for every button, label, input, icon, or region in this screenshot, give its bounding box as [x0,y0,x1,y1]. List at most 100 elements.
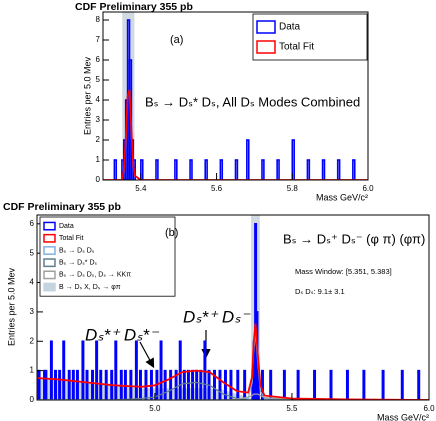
histogram-bar [159,340,163,400]
chart-title: CDF Preliminary 355 pb [75,1,193,13]
x-tick-label: 6.0 [423,404,435,413]
y-tick-label: 2 [30,336,35,345]
y-tick-label: 6 [30,219,35,228]
histogram-bar [75,369,79,400]
annotation: Dₛ*⁺ Dₛ⁻ [183,307,252,326]
annotation: Dₛ Dₛ: 9.1± 3.1 [295,287,345,296]
legend-label: Total Fit [59,235,84,242]
annotation: Mass Window: [5.351, 5.383] [295,267,392,276]
x-axis-label: Mass GeV/c² [316,192,368,202]
annotation: Bₛ → Dₛ⁺ Dₛ⁻ (φ π) (φπ) [283,231,425,246]
legend-swatch [43,282,56,292]
histogram-bar [54,369,57,400]
histogram-bar [58,369,62,400]
histogram-bar [400,369,404,400]
histogram-bar [178,340,182,400]
annotation: Bₛ → Dₛ* Dₛ, All Dₛ Modes Combined [145,94,360,109]
histogram-bar [186,369,190,400]
y-tick-label: 8 [96,15,101,24]
fit-curve [37,381,429,400]
histogram-bar [219,159,224,180]
x-tick-label: 5.6 [211,184,223,193]
histogram-bar [174,159,178,180]
y-tick-label: 2 [96,135,101,144]
y-tick-label: 3 [96,115,101,124]
legend-label: B → Dₛ X, Dₛ → φπ [59,284,121,291]
fit-curve [103,89,368,180]
histogram-bar [291,139,295,180]
histogram-bar [189,159,193,180]
histogram-bar [234,159,239,180]
histogram-bar [352,159,356,180]
histogram-bar [321,159,326,180]
histogram-bar [155,159,159,180]
histogram-bar [417,369,421,400]
legend-label: Data [279,22,301,33]
x-tick-label: 5.5 [286,404,298,413]
y-axis-label: Entries per 5.0 Mev [6,267,16,346]
histogram-bar [195,369,199,400]
y-tick-label: 4 [96,95,101,104]
legend-swatch [256,40,276,54]
histogram-bar [191,369,195,400]
histogram-bar [169,369,173,400]
legend-swatch [256,20,276,34]
histogram-bar [81,340,85,400]
plot-area [103,12,368,180]
histogram-bar [140,159,144,180]
y-tick-label: 5 [96,75,101,84]
histogram-bar [313,369,317,400]
x-tick-label: 5.4 [135,184,147,193]
histogram-bar [85,369,89,400]
histogram-bar [243,369,247,400]
histogram-bar [95,340,99,400]
histogram-bar [113,159,118,180]
histogram-bar [296,369,300,400]
x-tick-label: 5.0 [149,404,161,413]
y-tick-label: 1 [96,155,101,164]
histogram-bar [182,369,186,400]
histogram-bar [282,369,286,400]
chart-title: CDF Preliminary 355 pb [3,201,121,213]
histogram-bar [246,139,250,180]
plot-frame [36,214,430,401]
histogram-bar [204,159,208,180]
legend-label: Bₛ → Dₛ* Dₛ [59,260,98,267]
legend-swatch [43,270,56,280]
annotation: Dₛ*⁺ Dₛ*⁻ [85,325,160,344]
x-tick-label: 5.8 [287,184,299,193]
annotation: (b) [165,227,178,239]
histogram-bar [37,369,41,400]
legend-box [39,216,176,297]
histogram-bar [99,369,103,400]
plot-frame [102,11,369,181]
y-tick-label: 7 [96,35,101,44]
histogram-bar [138,369,142,400]
y-tick-label: 1 [30,366,35,375]
histogram-bar [134,340,138,400]
y-tick-label: 0 [30,395,35,404]
histogram-bar [345,369,349,400]
y-axis-label: Entries per 5.0 Mev [82,56,92,135]
histogram-bar [71,369,75,400]
y-tick-label: 6 [96,55,101,64]
y-tick-label: 3 [30,307,35,316]
histogram-bar [199,369,203,400]
legend-label: Data [59,223,74,230]
x-axis-label: Mass GeV/c² [377,412,429,421]
legend-swatch [43,233,56,243]
y-tick-label: 0 [96,175,101,184]
arrow [139,341,155,369]
legend-swatch [43,221,56,231]
histogram-bar [223,369,227,400]
histogram-bar [163,369,167,400]
histogram-bar [114,340,118,400]
histogram-bar [336,159,341,180]
histogram-bar [229,369,233,400]
y-tick-label: 5 [30,248,35,257]
histogram-bar [49,340,53,400]
fit-curve [37,332,429,400]
legend-label: Total Fit [279,42,314,53]
histogram-bar [236,369,240,400]
histogram-bar [381,369,385,400]
